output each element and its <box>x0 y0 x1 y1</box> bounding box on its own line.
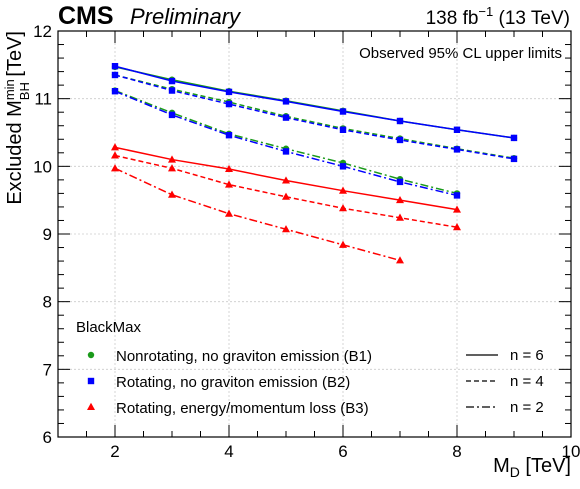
x-tick-label: 4 <box>224 442 233 461</box>
legend-marker-label: Rotating, energy/momentum loss (B3) <box>116 400 369 417</box>
data-point-b3-n6 <box>282 176 290 184</box>
legend-line-label: n = 4 <box>510 373 544 390</box>
data-point-b2-n2 <box>339 163 347 170</box>
data-point-b3-n2 <box>225 209 233 217</box>
x-axis-title: MD [TeV] <box>493 455 571 480</box>
x-tick-label: 2 <box>110 442 119 461</box>
data-point-b3-n6 <box>339 186 347 194</box>
lumi-exponent: −1 <box>478 4 493 19</box>
data-point-b3-n4 <box>168 164 176 172</box>
y-tick-label: 10 <box>33 157 52 176</box>
data-point-b3-n6 <box>396 195 404 204</box>
energy-label: (13 TeV) <box>493 8 570 29</box>
data-point-b3-n2 <box>282 225 290 233</box>
x-tick-label: 6 <box>338 442 347 461</box>
data-point-b2-n2 <box>282 148 290 155</box>
legend-marker-label: Nonrotating, no graviton emission (B1) <box>116 348 372 365</box>
data-point-b2-n2 <box>225 132 233 139</box>
axis-ticks: 2 4 6 8 10 6 7 8 9 10 11 12 <box>33 22 580 461</box>
data-point-b2-n4 <box>339 126 347 133</box>
y-axis-sup: min <box>2 79 17 100</box>
y-tick-label: 8 <box>43 293 52 312</box>
data-point-b2-n6 <box>111 62 119 70</box>
y-axis-title: Excluded MminBH [TeV] <box>2 31 32 205</box>
status-label: Preliminary <box>130 4 242 29</box>
data-point-b2-n6 <box>510 134 518 142</box>
data-point-b3-n4 <box>111 151 119 159</box>
data-point-b2-n6 <box>168 77 176 85</box>
annotation-text: Observed 95% CL upper limits <box>359 45 562 62</box>
data-point-b3-n4 <box>339 204 347 212</box>
y-tick-label: 7 <box>43 360 52 379</box>
data-point-b2-n6 <box>282 98 290 105</box>
data-point-b2-n2 <box>396 178 404 186</box>
series-markers <box>111 62 518 264</box>
series-line-b1-n4 <box>114 74 515 159</box>
legend: BlackMax Nonrotating, no graviton emissi… <box>76 319 544 417</box>
data-point-b3-n6 <box>168 155 176 163</box>
data-point-b2-n4 <box>282 114 290 121</box>
data-point-b3-n4 <box>396 213 404 221</box>
data-point-b3-n2 <box>339 240 347 248</box>
data-point-b2-n4 <box>396 136 404 144</box>
gridlines <box>58 31 571 437</box>
data-point-b2-n6 <box>225 88 233 96</box>
data-point-b3-n4 <box>282 192 290 200</box>
y-axis-main: Excluded M <box>4 100 26 205</box>
data-point-b3-n2 <box>396 256 404 264</box>
lumi-value: 138 fb <box>426 8 479 29</box>
data-point-b2-n6 <box>453 126 461 133</box>
x-tick-label: 10 <box>562 442 580 461</box>
y-tick-label: 9 <box>43 225 52 244</box>
data-point-b3-n6 <box>111 143 119 151</box>
data-point-b2-n2 <box>453 192 461 199</box>
series-line-b2-n4 <box>114 74 515 160</box>
y-tick-label: 6 <box>43 428 52 447</box>
legend-marker-label: Rotating, no graviton emission (B2) <box>116 374 350 391</box>
experiment-label: CMS <box>58 2 114 30</box>
data-point-b3-n6 <box>453 205 461 213</box>
y-axis-unit: [TeV] <box>4 31 26 82</box>
data-point-b2-n4 <box>453 146 461 153</box>
legend-line-label: n = 6 <box>510 347 544 364</box>
data-point-b3-n4 <box>225 180 233 188</box>
x-axis-main: M <box>493 455 510 477</box>
data-point-b2-n2 <box>168 111 176 119</box>
x-axis-sub: D <box>510 464 520 480</box>
data-point-b3-n2 <box>168 190 176 198</box>
data-point-b3-n4 <box>453 223 461 231</box>
legend-marker-square <box>87 377 95 385</box>
legend-marker-triangle <box>87 402 95 410</box>
data-point-b2-n6 <box>396 117 404 125</box>
data-point-b3-n2 <box>111 164 119 172</box>
data-point-b2-n6 <box>339 108 347 115</box>
luminosity-label: 138 fb−1 (13 TeV) <box>426 4 570 29</box>
y-tick-label: 12 <box>33 22 52 41</box>
legend-line-label: n = 2 <box>510 399 544 416</box>
legend-title: BlackMax <box>76 319 142 336</box>
series-line-b2-n6 <box>114 65 515 139</box>
data-point-b2-n2 <box>111 88 119 95</box>
x-axis-unit: [TeV] <box>520 455 571 477</box>
data-point-b2-n4 <box>225 100 233 108</box>
x-tick-label: 8 <box>452 442 461 461</box>
data-point-b3-n6 <box>225 164 233 173</box>
series-line-b3-n2 <box>114 167 401 262</box>
data-point-b2-n4 <box>168 87 176 94</box>
y-axis-sub: BH <box>17 82 32 100</box>
data-point-b2-n4 <box>111 71 119 79</box>
legend-marker-circle <box>87 351 95 359</box>
data-point-b2-n4 <box>510 155 518 163</box>
y-tick-label: 11 <box>34 90 52 109</box>
